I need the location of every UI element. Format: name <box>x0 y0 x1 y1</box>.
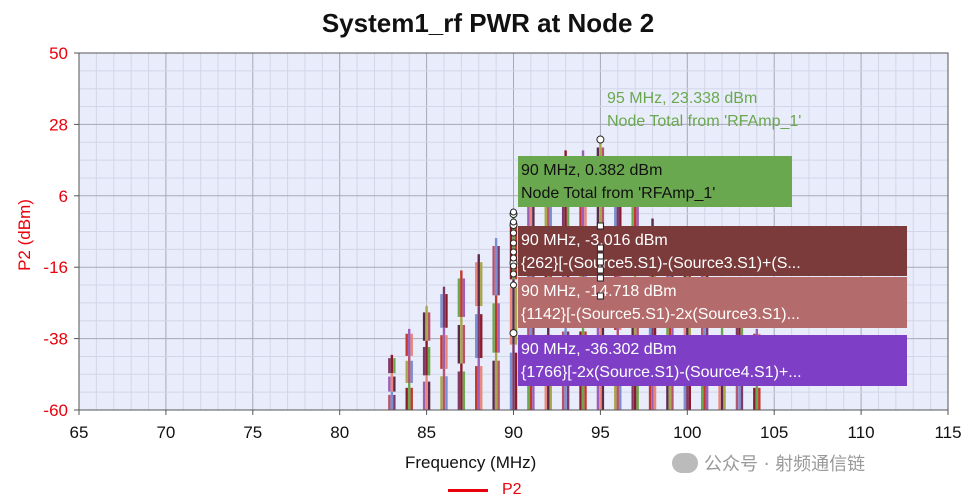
x-tick-label: 80 <box>330 423 349 442</box>
annotation-line1: 90 MHz, 0.382 dBm <box>521 162 662 179</box>
annotation-3: 90 MHz, -3.016 dBm {262}[-(Source5.S1)-(S… <box>518 226 907 276</box>
y-tick-label: 50 <box>49 44 68 63</box>
marker-handle <box>596 292 604 300</box>
marker-handle <box>510 270 517 278</box>
wechat-icon <box>672 453 698 473</box>
annotation-box <box>518 335 907 386</box>
axes: 65 70 75 80 85 90 95 100 105 110 115 50 28 6 -16 -38 -60 <box>43 44 961 442</box>
x-tick-label: 85 <box>417 423 436 442</box>
annotations: 95 MHz, 23.338 dBm Node Total from 'RFAmp… <box>509 90 907 386</box>
annotation-line2: {1142}[-(Source5.S1)-2x(Source3.S1)... <box>521 306 800 323</box>
marker-handle <box>510 208 517 216</box>
watermark: 公众号 · 射频通信链 <box>672 450 865 476</box>
y-tick-label: 28 <box>49 115 68 134</box>
x-tick-label: 90 <box>504 423 523 442</box>
y-tick-label: -16 <box>43 258 68 277</box>
marker-handle <box>510 262 517 270</box>
x-tick-label: 115 <box>934 423 961 442</box>
legend-label: P2 <box>502 481 522 498</box>
annotation-line2: {262}[-(Source5.S1)-(Source3.S1)+(S... <box>521 255 801 272</box>
legend-swatch <box>448 489 488 492</box>
marker-handle <box>510 239 517 247</box>
annotation-1: 95 MHz, 23.338 dBm Node Total from 'RFAmp… <box>607 90 801 130</box>
marker-handle <box>510 281 517 289</box>
x-tick-label: 100 <box>673 423 701 442</box>
x-tick-label: 75 <box>243 423 262 442</box>
annotation-box <box>518 156 792 207</box>
y-tick-label: -38 <box>43 330 68 349</box>
annotation-line1: 90 MHz, -36.302 dBm <box>521 341 677 358</box>
marker-handle <box>596 252 604 260</box>
marker-handle <box>596 222 604 230</box>
annotation-line1: 95 MHz, 23.338 dBm <box>607 90 757 107</box>
marker-handle <box>510 229 517 237</box>
annotation-5: 90 MHz, -36.302 dBm {1766}[-2x(Source.S1)… <box>518 335 907 386</box>
marker-handle <box>596 266 604 274</box>
marker-point <box>509 329 518 338</box>
annotation-line1: 90 MHz, -3.016 dBm <box>521 232 668 249</box>
marker-handle <box>510 254 517 262</box>
x-tick-label: 95 <box>591 423 610 442</box>
chart-title: System1_rf PWR at Node 2 <box>321 8 655 38</box>
marker-handle <box>596 274 604 282</box>
annotation-line1: 90 MHz, -14.718 dBm <box>521 283 677 300</box>
annotation-box <box>518 226 907 276</box>
marker-handle <box>596 244 604 252</box>
annotation-line2: {1766}[-2x(Source.S1)-(Source4.S1)+... <box>521 364 802 381</box>
x-tick-label: 105 <box>760 423 788 442</box>
watermark-text: 公众号 · 射频通信链 <box>704 454 866 475</box>
x-tick-label: 70 <box>156 423 175 442</box>
y-tick-label: -60 <box>43 401 68 420</box>
annotation-line2: Node Total from 'RFAmp_1' <box>607 113 801 130</box>
marker-point <box>596 135 605 144</box>
marker-handle <box>596 258 604 266</box>
x-axis-label: Frequency (MHz) <box>405 453 537 472</box>
x-tick-label: 65 <box>70 423 89 442</box>
annotation-box <box>518 277 907 328</box>
x-tick-label: 110 <box>848 423 875 442</box>
marker-handle <box>510 218 517 226</box>
annotation-4: 90 MHz, -14.718 dBm {1142}[-(Source5.S1)-… <box>518 277 907 328</box>
y-tick-label: 6 <box>59 187 68 206</box>
annotation-line2: Node Total from 'RFAmp_1' <box>521 185 715 202</box>
marker-handle <box>510 248 517 256</box>
annotation-2: 90 MHz, 0.382 dBm Node Total from 'RFAmp_… <box>518 156 792 207</box>
